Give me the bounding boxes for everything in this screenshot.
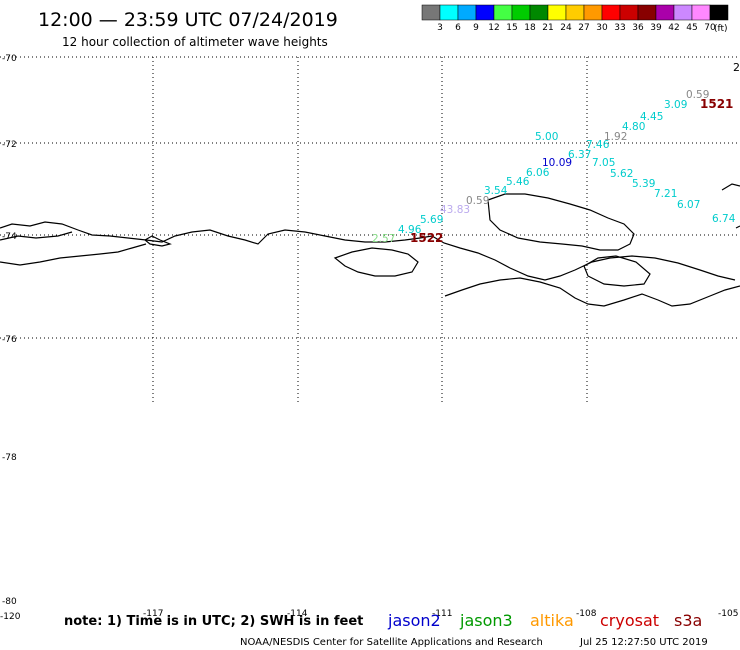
- measurement-label: 6.07: [677, 199, 700, 211]
- footer-timestamp: Jul 25 12:27:50 UTC 2019: [579, 637, 708, 648]
- measurement-label: 5.00: [535, 131, 558, 143]
- coastline: [0, 183, 740, 307]
- measurement-label: 6.06: [526, 167, 550, 179]
- lon-label: -114: [287, 609, 308, 619]
- colorbar-tick-label: 24: [560, 23, 572, 33]
- colorbar-swatch: [421, 4, 441, 21]
- colorbar-swatch: [673, 4, 693, 21]
- colorbar-swatch: [619, 4, 639, 21]
- colorbar-unit: (ft): [714, 24, 728, 34]
- measurement-label: 10.09: [542, 157, 572, 169]
- colorbar-swatch: [709, 4, 729, 21]
- legend-cryosat: cryosat: [600, 611, 659, 630]
- colorbar-tick-label: 21: [542, 23, 553, 33]
- measurement-label: 5.62: [610, 168, 633, 180]
- legend-altika: altika: [530, 611, 574, 630]
- map-title: 12:00 — 23:59 UTC 07/24/2019: [38, 9, 338, 31]
- colorbar-tick-label: 18: [524, 23, 536, 33]
- colorbar-tick-label: 45: [686, 23, 697, 33]
- colorbar-swatch: [691, 4, 711, 21]
- colorbar-tick-label: 33: [614, 23, 625, 33]
- lon-label: -105: [718, 609, 738, 619]
- satellite-legend: jason2 jason3 altika cryosat s3a: [387, 611, 702, 630]
- colorbar-tick-label: 6: [455, 23, 461, 33]
- colorbar-tick-label: 30: [596, 23, 608, 33]
- colorbar-swatch: [655, 4, 675, 21]
- colorbar-tick-label: 3: [437, 23, 443, 33]
- lat-label: -74: [2, 232, 17, 242]
- colorbar-swatch: [583, 4, 603, 21]
- lat-label: -80: [2, 597, 17, 607]
- longitude-labels: -120 -117 -114 -111 -108 -105: [0, 609, 738, 622]
- colorbar-tick-label: 12: [488, 23, 499, 33]
- measurement-label: 4.96: [398, 224, 422, 236]
- lat-label: -76: [2, 335, 17, 345]
- lat-label: -70: [2, 54, 17, 64]
- colorbar-tick-label: 42: [668, 23, 679, 33]
- measurement-label: 5.39: [632, 178, 655, 190]
- legend-jason2: jason2: [387, 611, 441, 630]
- lat-label: -72: [2, 140, 17, 150]
- colorbar-swatch: [511, 4, 531, 21]
- measurement-label: 0.59: [686, 89, 709, 101]
- colorbar-tick-label: 36: [632, 23, 644, 33]
- measurement-label: 5.69: [420, 214, 443, 226]
- lon-label: -117: [143, 609, 163, 619]
- measurement-label: 7.05: [592, 157, 615, 169]
- lat-label: -78: [2, 453, 17, 463]
- measurement-label: 6.74: [712, 213, 736, 225]
- colorbar-swatch: [529, 4, 549, 21]
- measurement-label: 7.21: [654, 188, 677, 200]
- measurement-label: 4.45: [640, 111, 663, 123]
- measurement-labels: 0.59 3.09 1521 4.45 4.80 1.92 5.00 7.46 …: [372, 89, 736, 245]
- colorbar-swatch: [457, 4, 477, 21]
- latitude-labels: -70 -72 -74 -76 -78 -80: [2, 54, 17, 607]
- colorbar-tick-label: 15: [506, 23, 517, 33]
- colorbar: 3 6 9 12 15 18 21 24 27 30 33 36 39 42 45 70: [421, 4, 729, 33]
- measurement-label: 4.80: [622, 121, 645, 133]
- colorbar-swatch: [601, 4, 621, 21]
- lon-label: -108: [576, 609, 597, 619]
- colorbar-swatch: [475, 4, 495, 21]
- colorbar-tick-label: 27: [578, 23, 589, 33]
- colorbar-swatch: [637, 4, 657, 21]
- graticule: [0, 56, 740, 405]
- colorbar-swatch: [493, 4, 513, 21]
- measurement-label: 6.37: [568, 149, 591, 161]
- footer-note: note: 1) Time is in UTC; 2) SWH is in fe…: [64, 614, 363, 629]
- measurement-label: 3.09: [664, 99, 687, 111]
- colorbar-tick-label: 70: [704, 23, 716, 33]
- measurement-label: 1.92: [604, 131, 627, 143]
- footer-credit: NOAA/NESDIS Center for Satellite Applica…: [240, 637, 543, 648]
- colorbar-swatch: [565, 4, 585, 21]
- measurement-label: 1522: [410, 231, 443, 245]
- colorbar-tick-label: 9: [473, 23, 479, 33]
- colorbar-swatch: [439, 4, 459, 21]
- measurement-label: 43.83: [440, 204, 470, 216]
- measurement-label: 2.57: [372, 233, 395, 245]
- legend-jason3: jason3: [459, 611, 513, 630]
- colorbar-swatch: [547, 4, 567, 21]
- measurement-label: 7.46: [586, 139, 610, 151]
- map-subtitle: 12 hour collection of altimeter wave hei…: [62, 35, 328, 49]
- colorbar-tick-label: 39: [650, 23, 662, 33]
- lon-label: -111: [432, 609, 452, 619]
- lon-label: -120: [0, 612, 21, 622]
- edge-label: 2: [733, 61, 740, 74]
- measurement-label: 5.46: [506, 176, 530, 188]
- measurement-label: 0.59: [466, 195, 489, 207]
- measurement-label: 1521: [700, 97, 733, 111]
- measurement-label: 3.54: [484, 185, 508, 197]
- legend-s3a: s3a: [674, 611, 702, 630]
